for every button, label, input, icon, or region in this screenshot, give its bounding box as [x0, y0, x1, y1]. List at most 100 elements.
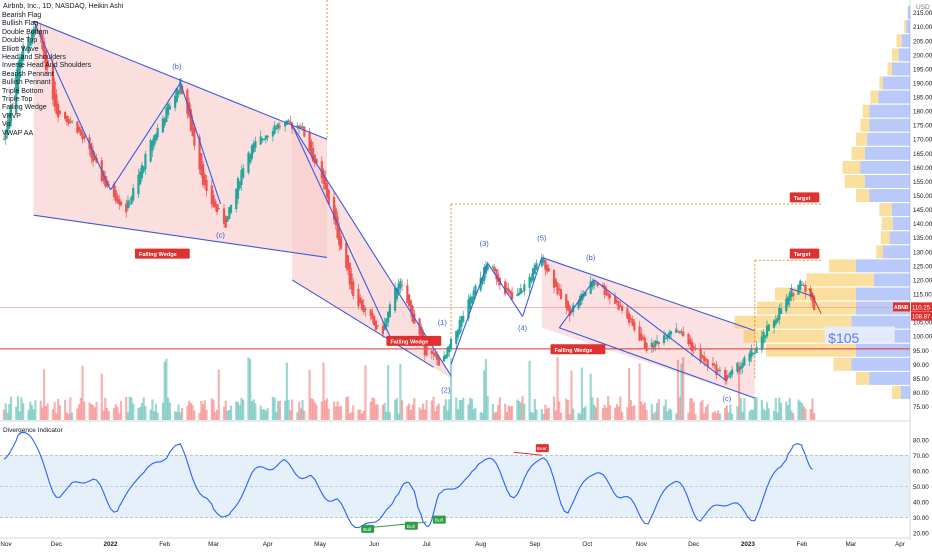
candles — [2, 24, 816, 420]
indicator-list-item[interactable]: Bullish Flag — [2, 20, 39, 28]
volume-bar — [668, 408, 671, 420]
volume-bar — [713, 411, 716, 420]
indicator-list-item[interactable]: Triple Top — [2, 96, 33, 104]
volume-bar — [383, 402, 386, 420]
wave-line — [110, 82, 181, 191]
volume-bar — [802, 406, 805, 420]
volume-bar — [222, 406, 226, 420]
volume-bar — [334, 406, 337, 420]
volume-bar — [149, 409, 152, 420]
candle-body — [556, 282, 559, 295]
volume-bar — [619, 396, 622, 420]
candle-body — [69, 121, 72, 123]
candle-body — [511, 292, 514, 300]
vp-down-bar — [829, 259, 856, 273]
volume-bar — [650, 404, 653, 420]
volume-bar — [614, 407, 617, 420]
vp-up-bar — [869, 118, 910, 132]
volume-bar — [34, 400, 37, 420]
vp-up-bar — [856, 287, 910, 301]
volume-bar — [523, 403, 526, 420]
candle-body — [408, 294, 411, 307]
vp-up-bar — [869, 371, 910, 385]
candle-body — [760, 336, 763, 351]
volume-bar — [100, 373, 103, 420]
volume-bar — [715, 413, 718, 420]
candle-body — [495, 269, 498, 280]
candle-body — [603, 285, 606, 295]
volume-bar — [406, 405, 409, 420]
volume-bar — [786, 404, 790, 420]
volume-bar — [418, 407, 421, 420]
candle-body — [680, 331, 683, 333]
candle-body — [481, 277, 484, 284]
candle-body — [657, 342, 660, 345]
time-tick: Mar — [208, 541, 219, 548]
indicator-list-item[interactable]: Double Bottom — [2, 28, 49, 36]
candle-body — [297, 125, 301, 129]
candle-body — [107, 183, 110, 185]
candle-body — [690, 341, 694, 352]
volume-bar — [16, 396, 20, 420]
volume-bar — [181, 408, 184, 420]
volume-bar — [20, 397, 23, 420]
indicator-list-item[interactable]: Double Top — [2, 37, 38, 45]
candle-body — [493, 267, 496, 271]
indicator-list-item[interactable]: Bearish Pennant — [2, 70, 54, 78]
candle-body — [30, 30, 34, 44]
candle-body — [699, 348, 702, 362]
falling-wedge-tag-2-bg — [386, 335, 442, 346]
candle-body — [387, 311, 390, 323]
candle-body — [619, 305, 622, 307]
volume-bar — [364, 365, 367, 420]
indicator-list-item[interactable]: VRVP — [2, 112, 21, 120]
volume-bar — [51, 409, 54, 420]
candle-body — [90, 143, 93, 158]
candle-body — [542, 257, 545, 263]
volume-bar — [401, 400, 404, 420]
candle-body — [420, 326, 423, 337]
wave-label-3: (3) — [480, 239, 490, 248]
candle-body — [531, 268, 535, 280]
indicator-list-item[interactable]: Head and Shoulders — [2, 54, 66, 62]
volume-bar — [397, 413, 400, 420]
volume-bar — [495, 411, 498, 420]
volume-bar — [325, 398, 329, 420]
candle-body — [444, 354, 447, 359]
volume-bar — [242, 399, 245, 420]
candle-body — [137, 174, 140, 195]
indicator-list-item[interactable]: Falling Wedge — [2, 104, 47, 112]
candle-body — [491, 266, 495, 268]
volume-bar — [521, 396, 524, 420]
candle-body — [533, 265, 536, 275]
indicator-list-item[interactable]: Bullish Pennant — [2, 79, 51, 87]
volume-bar — [284, 400, 287, 420]
indicator-list-item[interactable]: Inverse Head And Shoulders — [2, 62, 92, 70]
candle-body — [589, 280, 592, 294]
candle-body — [359, 297, 362, 303]
candle-body — [29, 41, 32, 46]
candle-body — [15, 74, 18, 114]
vp-down-bar — [881, 217, 893, 231]
candle-body — [320, 161, 323, 179]
time-tick: Dec — [688, 541, 699, 548]
volume-bar — [420, 409, 423, 420]
candle-body — [114, 190, 117, 201]
candle-body — [105, 181, 109, 187]
vp-down-bar — [743, 329, 838, 343]
time-tick: Oct — [582, 541, 592, 548]
indicator-list-item[interactable]: Vol — [2, 121, 12, 129]
candle-body — [167, 104, 170, 115]
indicator-list-item[interactable]: Triple Bottom — [2, 87, 44, 95]
volume-bar — [641, 404, 645, 420]
wave-line — [522, 257, 543, 317]
indicator-list-item[interactable]: VWAP AA — [2, 129, 34, 137]
candle-body — [32, 28, 35, 38]
osc-tick: 60.00 — [913, 468, 929, 475]
volume-bar — [76, 408, 79, 420]
indicator-list-item[interactable]: Bearish Flag — [2, 12, 42, 19]
time-tick: Nov — [636, 541, 648, 548]
indicator-list-item[interactable]: Elliott Wave — [2, 45, 39, 53]
volume-bar — [432, 396, 435, 420]
